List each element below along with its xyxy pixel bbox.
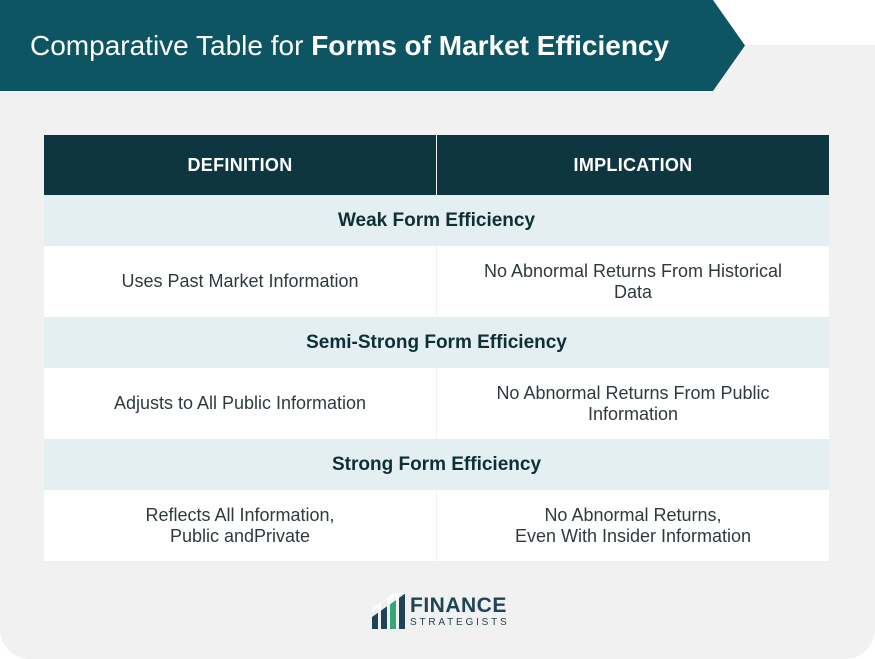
section-title-strong: Strong Form Efficiency: [44, 439, 829, 490]
section-title-semi-strong: Semi-Strong Form Efficiency: [44, 317, 829, 368]
banner-shape: [0, 0, 745, 91]
table-row: Uses Past Market Information No Abnormal…: [44, 246, 829, 317]
logo-text: FINANCE STRATEGISTS: [410, 595, 510, 628]
section-title-weak: Weak Form Efficiency: [44, 195, 829, 246]
comparison-table: DEFINITION IMPLICATION Weak Form Efficie…: [44, 135, 829, 561]
table-header-row: DEFINITION IMPLICATION: [44, 135, 829, 195]
definition-cell: Reflects All Information, Public andPriv…: [44, 490, 436, 561]
brand-logo: FINANCE STRATEGISTS: [372, 591, 510, 631]
title-banner: Comparative Table for Forms of Market Ef…: [0, 0, 745, 91]
logo-subname: STRATEGISTS: [410, 616, 510, 628]
definition-cell: Adjusts to All Public Information: [44, 368, 436, 439]
page-title-bold: Forms of Market Efficiency: [311, 30, 670, 61]
implication-cell: No Abnormal Returns, Even With Insider I…: [437, 490, 829, 561]
logo-name: FINANCE: [410, 593, 507, 617]
implication-cell: No Abnormal Returns From Public Informat…: [437, 368, 829, 439]
table-row: Reflects All Information, Public andPriv…: [44, 490, 829, 561]
header-definition: DEFINITION: [44, 135, 436, 195]
finance-strategists-logo-icon: [372, 593, 406, 629]
implication-cell: No Abnormal Returns From Historical Data: [437, 246, 829, 317]
page-title-regular: Comparative Table for: [30, 30, 312, 61]
definition-cell: Uses Past Market Information: [44, 246, 436, 317]
table-row: Adjusts to All Public Information No Abn…: [44, 368, 829, 439]
header-implication: IMPLICATION: [437, 135, 829, 195]
page-title: Comparative Table for Forms of Market Ef…: [30, 0, 669, 91]
